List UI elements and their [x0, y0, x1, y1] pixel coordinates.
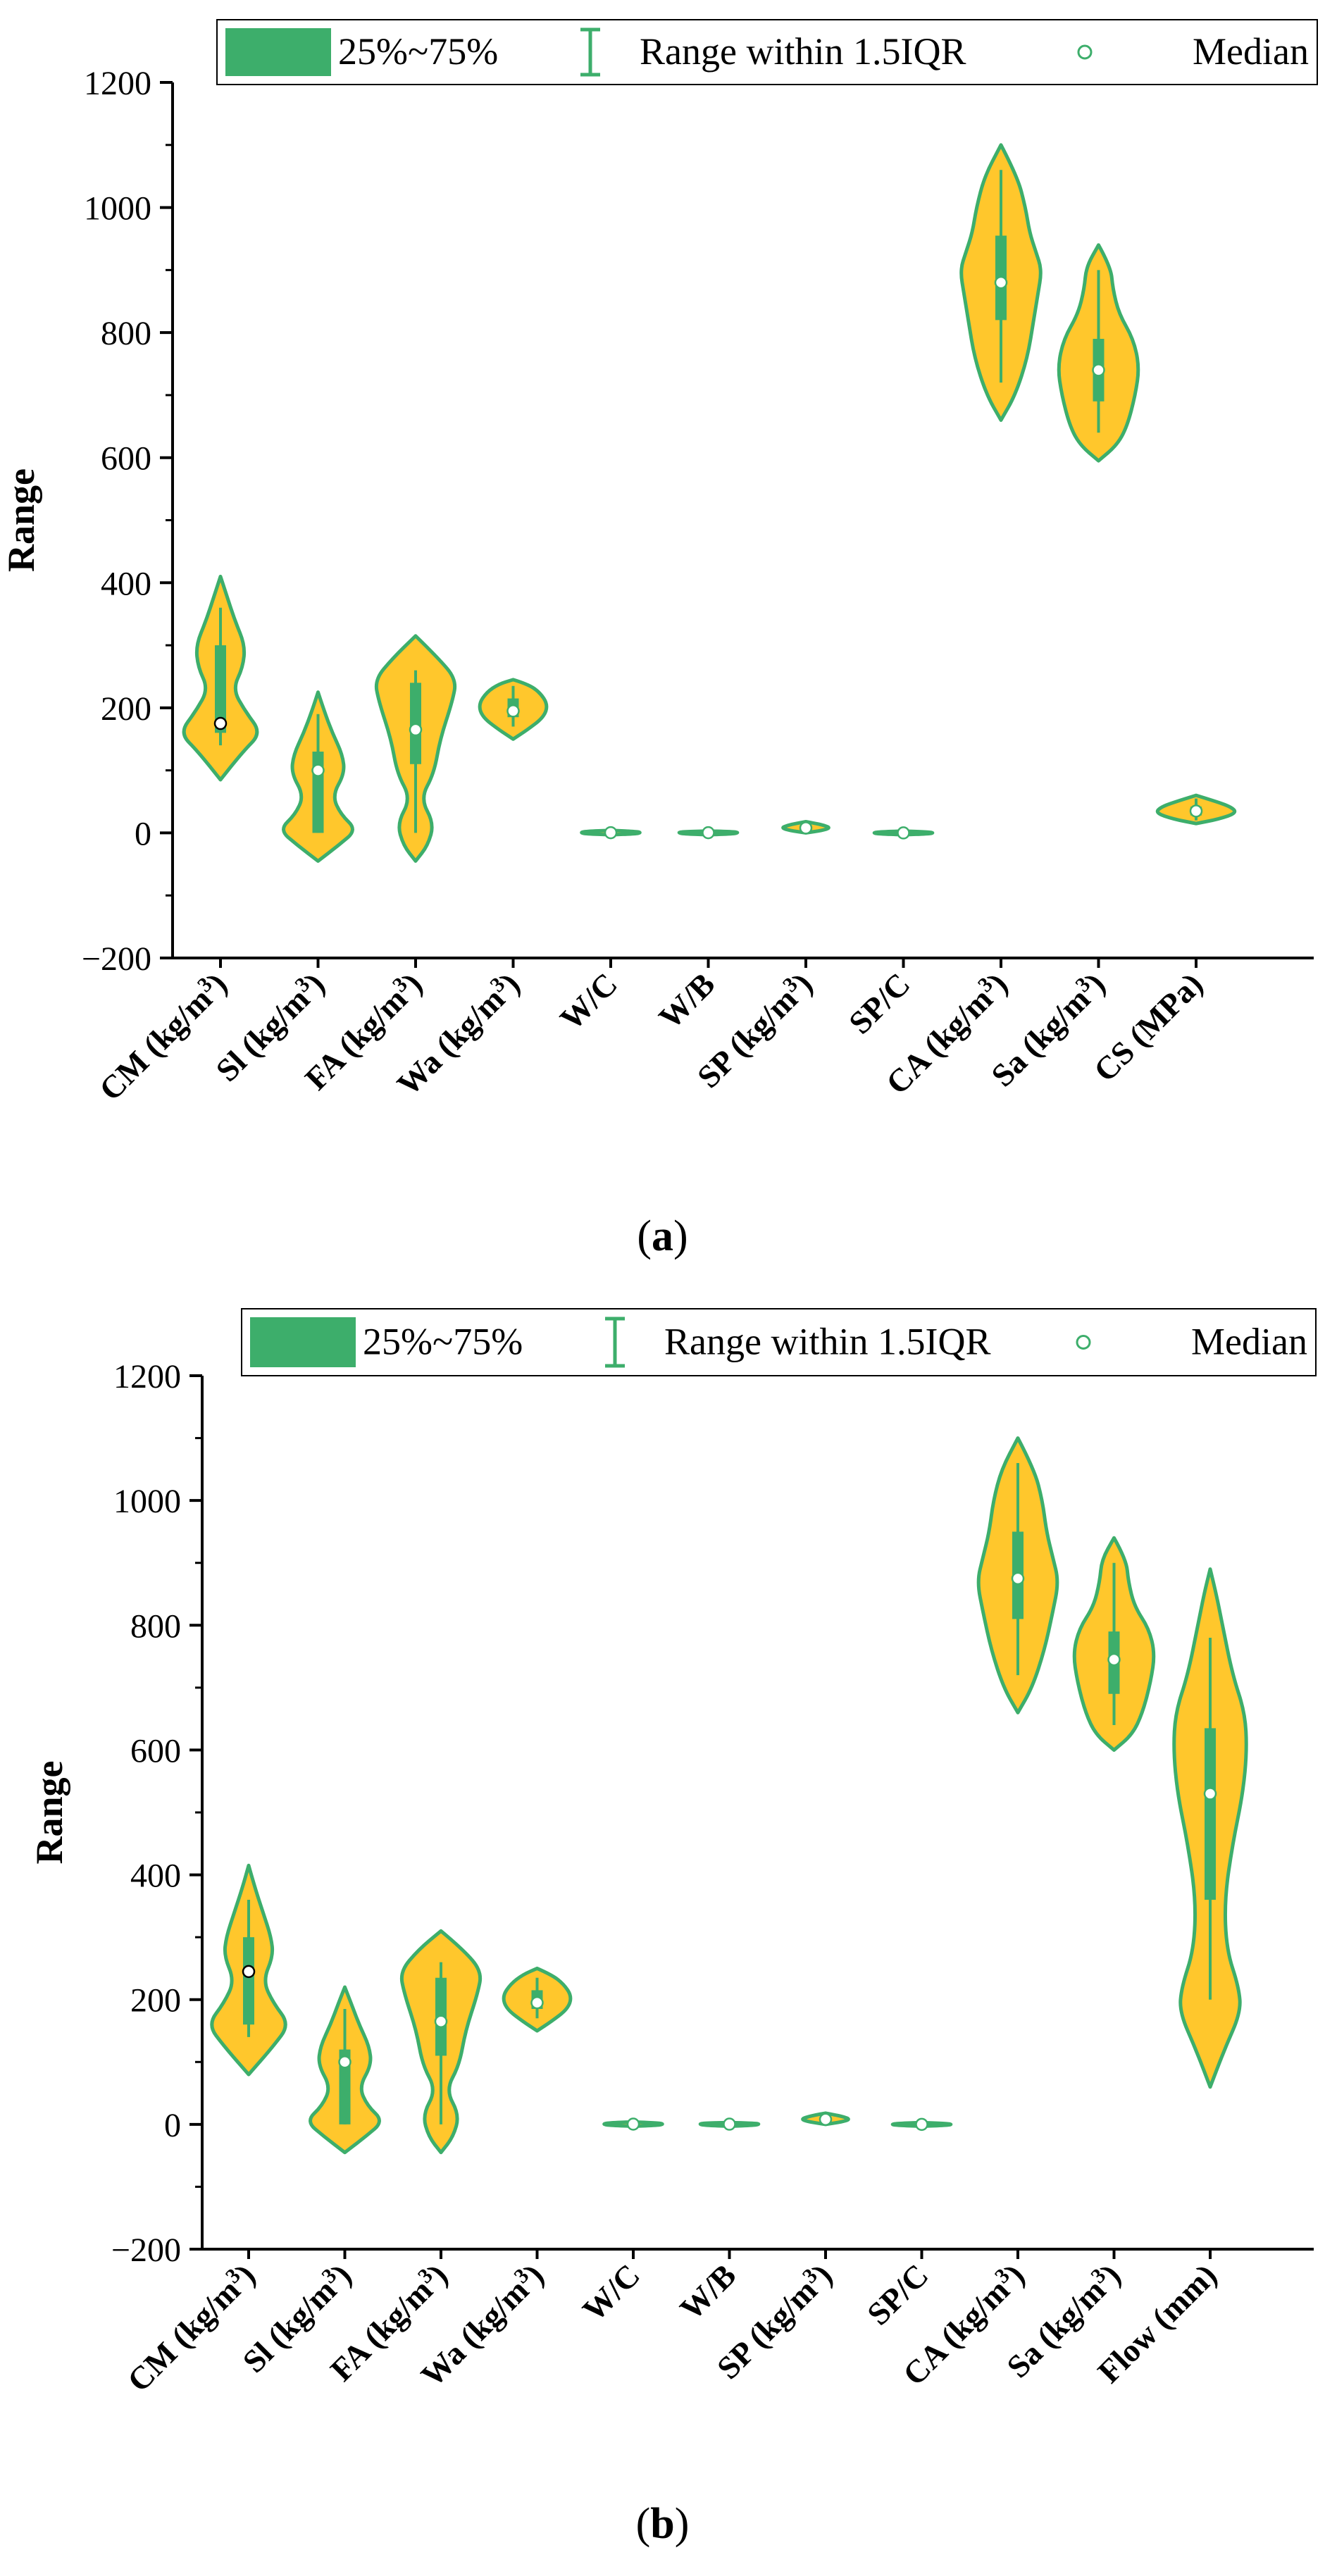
median-marker [506, 704, 520, 718]
legend-median-label: Median [1191, 1321, 1307, 1363]
violin-sp [781, 819, 831, 835]
violin-sl [309, 1985, 381, 2155]
violin-sa [1057, 243, 1140, 463]
legend-whisker-label: Range within 1.5IQR [664, 1321, 990, 1363]
median-marker [1011, 1572, 1025, 1586]
median-marker [1107, 1653, 1121, 1667]
legend-frame [216, 19, 1318, 85]
panel-caption-a: (a) [637, 1212, 688, 1260]
y-tick-label: 600 [130, 1732, 181, 1769]
y-tick-label: 1200 [113, 1358, 181, 1395]
violin-w-b [698, 2117, 761, 2131]
median-marker [530, 1996, 544, 2010]
legend: 25%~75% Range within 1.5IQR Median [216, 19, 1318, 85]
violin-sl [282, 690, 354, 863]
y-axis-title: Range [0, 468, 42, 572]
legend-frame [241, 1308, 1317, 1376]
chart-panel-b: −200 0 200 400 600 800 1000 1200 Range CM (kg/m3)… [0, 1288, 1325, 2576]
x-tick-label: CM (kg/m3) [120, 2256, 262, 2398]
median-marker [434, 2015, 448, 2028]
y-tick-label: −200 [111, 2232, 181, 2269]
violin-cm [210, 1863, 287, 2077]
violin-wa [502, 1966, 573, 2033]
violin-sa [1072, 1536, 1156, 1752]
violin-cs [1155, 793, 1237, 826]
violin-flow [1172, 1567, 1248, 2089]
legend-box-label: 25%~75% [338, 30, 498, 73]
median-marker [604, 826, 618, 840]
violin-chart-a: −200 0 200 400 600 800 1000 1200 Range CM (kg/m3)… [0, 19, 1318, 1107]
x-tick-label: SP/C [860, 2257, 935, 2332]
y-tick-label: 400 [101, 565, 151, 602]
legend-median-label: Median [1193, 30, 1309, 73]
violin-fa [374, 634, 457, 863]
median-marker [702, 826, 715, 840]
y-tick-label: 1000 [113, 1483, 181, 1520]
violin-sp-c [890, 2117, 953, 2132]
legend-box-swatch [225, 28, 331, 76]
median-marker [799, 821, 813, 835]
legend-whisker-label: Range within 1.5IQR [640, 30, 966, 73]
violin-w-c [602, 2117, 664, 2131]
violin-sp-c [872, 826, 935, 840]
x-tick-label: W/B [673, 2257, 742, 2327]
violin-chart-b: −200 0 200 400 600 800 1000 1200 Range CM (kg/m3)… [28, 1308, 1317, 2398]
x-tick-label: CM (kg/m3) [92, 965, 234, 1107]
chart-panel-a: −200 0 200 400 600 800 1000 1200 Range CM (kg/m3)… [0, 19, 1318, 1260]
y-tick-label: 0 [164, 2107, 181, 2144]
violin-sp [801, 2111, 850, 2127]
median-marker [1203, 1787, 1217, 1800]
y-tick-label: 800 [101, 315, 151, 352]
median-marker [819, 2113, 833, 2127]
y-tick-label: 600 [101, 440, 151, 478]
median-marker [311, 764, 325, 777]
violin-ca [959, 143, 1043, 422]
violin-wa [478, 678, 549, 741]
median-marker [213, 716, 228, 730]
y-tick-label: 200 [130, 1982, 181, 2020]
y-axis-title: Range [28, 1761, 70, 1865]
iqr-box [243, 1937, 254, 2025]
violin-fa [399, 1929, 483, 2155]
median-marker [338, 2055, 352, 2069]
y-tick-label: 0 [135, 815, 151, 852]
median-marker [1092, 363, 1105, 377]
legend: 25%~75% Range within 1.5IQR Median [241, 1308, 1317, 1376]
iqr-box [312, 752, 324, 833]
y-tick-label: 400 [130, 1858, 181, 1895]
legend-median-swatch [1077, 44, 1093, 60]
median-marker [723, 2117, 736, 2131]
x-tick-label: W/B [652, 966, 721, 1035]
y-tick-label: 1000 [84, 190, 151, 228]
median-marker [915, 2117, 928, 2132]
x-tick-label: W/C [576, 2257, 647, 2328]
iqr-box [339, 2049, 351, 2124]
y-tick-label: 200 [101, 690, 151, 728]
panel-label-a: a [652, 1212, 673, 1260]
median-marker [626, 2117, 640, 2131]
iqr-box [215, 645, 226, 733]
violin-cm [182, 574, 259, 782]
y-tick-label: −200 [82, 940, 151, 978]
legend-median-swatch [1076, 1335, 1091, 1350]
y-tick-label: 800 [130, 1607, 181, 1645]
violin-w-b [677, 826, 740, 840]
legend-box-swatch [250, 1317, 356, 1367]
legend-box-label: 25%~75% [363, 1321, 523, 1363]
iqr-box [1205, 1728, 1216, 1900]
panel-label-b: b [650, 2500, 675, 2548]
median-marker [1189, 804, 1203, 818]
median-marker [242, 1965, 256, 1979]
median-marker [409, 723, 423, 737]
x-tick-label: SP/C [842, 966, 917, 1041]
y-tick-label: 1200 [84, 65, 151, 102]
median-marker [897, 826, 910, 840]
median-marker [994, 275, 1008, 290]
violin-w-c [580, 826, 642, 840]
violin-ca [976, 1436, 1059, 1715]
panel-caption-b: (b) [635, 2500, 690, 2548]
x-tick-label: CS (MPa) [1087, 966, 1209, 1088]
x-tick-label: W/C [553, 966, 624, 1037]
